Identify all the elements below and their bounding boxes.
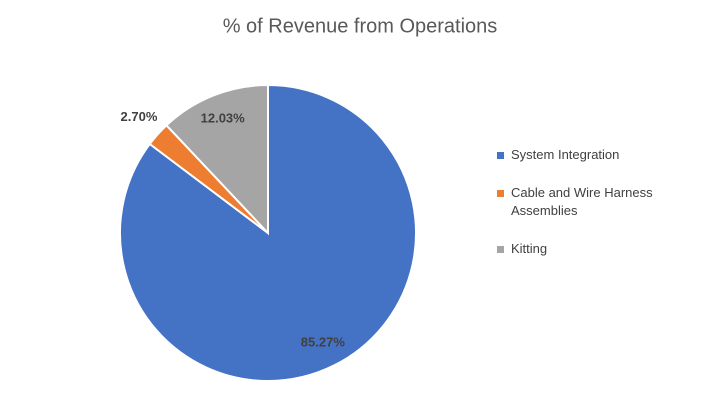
legend-label: Cable and Wire Harness Assemblies	[511, 185, 653, 218]
data-label: 85.27%	[301, 334, 346, 349]
pie-slice	[165, 83, 269, 236]
legend-label: Kitting	[511, 241, 548, 256]
legend-item: Kitting	[497, 240, 672, 258]
legend-item: Cable and Wire Harness Assemblies	[497, 184, 672, 220]
legend-item: System Integration	[497, 146, 672, 164]
legend-label: System Integration	[511, 147, 620, 162]
legend: System Integration Cable and Wire Harness…	[497, 146, 672, 278]
data-label: 2.70%	[121, 109, 158, 124]
legend-swatch	[497, 190, 504, 197]
legend-swatch	[497, 152, 504, 159]
legend-swatch	[497, 246, 504, 253]
data-label: 12.03%	[201, 110, 246, 125]
chart-title: % of Revenue from Operations	[223, 15, 498, 37]
